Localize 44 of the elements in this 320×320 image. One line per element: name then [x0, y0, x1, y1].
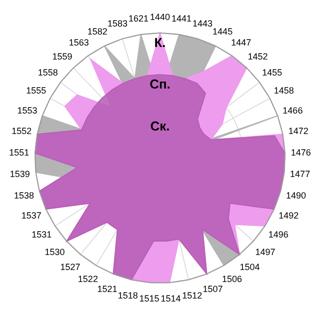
y-tick-label: К.	[154, 35, 166, 50]
y-tick-label: Ск.	[150, 118, 170, 134]
spoke-label: 1507	[202, 284, 223, 294]
spoke-label: 1518	[118, 290, 138, 300]
spoke-label: 1452	[248, 51, 268, 62]
spoke-label: 1621	[128, 14, 148, 24]
spoke-label: 1530	[44, 246, 65, 257]
spoke-label: 1527	[60, 262, 80, 272]
spoke-label: 1445	[212, 26, 233, 37]
spoke-label: 1497	[255, 246, 276, 257]
spoke-label: 1559	[52, 51, 72, 62]
spoke-label: 1455	[262, 68, 282, 78]
spoke-label: 1563	[68, 38, 89, 48]
spoke-label: 1583	[107, 18, 128, 29]
spoke-label: 1551	[9, 148, 30, 158]
spoke-label: 1504	[240, 262, 260, 272]
spoke-label: 1440	[150, 12, 170, 22]
spoke-label: 1447	[231, 38, 252, 48]
spoke-label: 1512	[182, 290, 202, 300]
spoke-label: 1552	[12, 126, 32, 136]
spoke-label: 1582	[87, 26, 108, 37]
spoke-label: 1496	[268, 230, 288, 240]
spoke-label: 1472	[288, 126, 308, 136]
spoke-label: 1443	[192, 18, 213, 29]
spoke-label: 1537	[21, 210, 42, 221]
spoke-label: 1522	[78, 274, 98, 284]
spoke-label: 1538	[14, 190, 34, 200]
spoke-label: 1458	[274, 86, 294, 96]
y-tick-label: Сп.	[150, 76, 170, 92]
spoke-label: 1558	[38, 68, 58, 78]
spoke-label: 1539	[10, 169, 30, 180]
spoke-label: 1492	[278, 210, 299, 221]
spoke-label: 1490	[286, 190, 306, 200]
spoke-label: 1476	[290, 148, 311, 158]
spoke-label: 1514	[160, 294, 181, 304]
spoke-label: 1441	[172, 14, 192, 24]
spoke-label: 1553	[17, 105, 38, 116]
spoke-label: 1515	[139, 294, 160, 304]
spoke-label: 1555	[26, 86, 46, 96]
spoke-label: 1521	[97, 284, 118, 294]
spoke-label: 1531	[32, 230, 52, 240]
spoke-label: 1466	[282, 105, 303, 116]
spoke-label: 1506	[222, 274, 242, 284]
spoke-label: 1477	[290, 169, 310, 180]
